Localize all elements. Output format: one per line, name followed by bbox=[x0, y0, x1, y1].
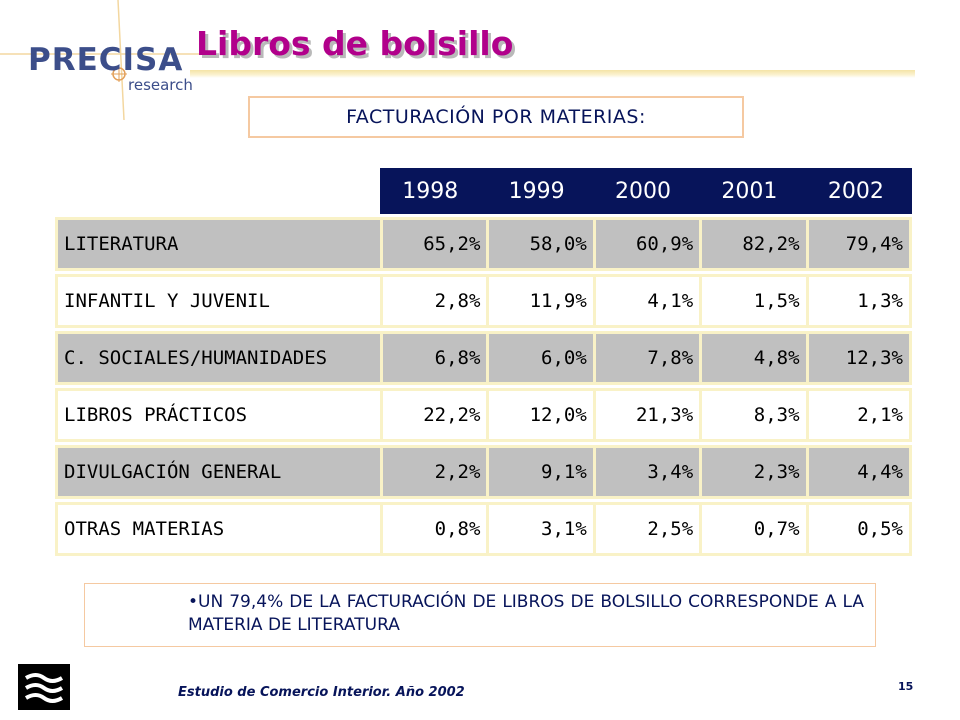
section-subtitle: FACTURACIÓN POR MATERIAS: bbox=[248, 96, 744, 138]
row-category: DIVULGACIÓN GENERAL bbox=[55, 445, 380, 499]
row-value: 4,4% bbox=[805, 445, 912, 499]
note-text: •UN 79,4% DE LA FACTURACIÓN DE LIBROS DE… bbox=[188, 592, 864, 635]
row-value: 0,7% bbox=[699, 502, 806, 556]
table-row: OTRAS MATERIAS 0,8% 3,1% 2,5% 0,7% 0,5% bbox=[55, 502, 912, 556]
row-value: 12,0% bbox=[486, 388, 593, 442]
row-category: LITERATURA bbox=[55, 217, 380, 271]
row-category: OTRAS MATERIAS bbox=[55, 502, 380, 556]
year-header-cell: 1999 bbox=[508, 178, 565, 204]
row-category: C. SOCIALES/HUMANIDADES bbox=[55, 331, 380, 385]
ministry-logo-icon bbox=[18, 664, 70, 710]
table-row: DIVULGACIÓN GENERAL 2,2% 9,1% 3,4% 2,3% … bbox=[55, 445, 912, 499]
row-value: 58,0% bbox=[486, 217, 593, 271]
row-value: 0,5% bbox=[805, 502, 912, 556]
row-value: 12,3% bbox=[805, 331, 912, 385]
row-value: 22,2% bbox=[380, 388, 487, 442]
year-header-cell: 1998 bbox=[402, 178, 459, 204]
table-row: LITERATURA 65,2% 58,0% 60,9% 82,2% 79,4% bbox=[55, 217, 912, 271]
year-header-cell: 2002 bbox=[827, 178, 884, 204]
row-value: 6,8% bbox=[380, 331, 487, 385]
row-value: 2,2% bbox=[380, 445, 487, 499]
row-value: 6,0% bbox=[486, 331, 593, 385]
row-value: 4,1% bbox=[592, 274, 700, 328]
row-value: 65,2% bbox=[380, 217, 487, 271]
precisa-logo: PRECISA research bbox=[0, 0, 200, 120]
row-value: 7,8% bbox=[592, 331, 700, 385]
footer-study-label: Estudio de Comercio Interior. Año 2002 bbox=[178, 685, 465, 700]
logo-wordmark: PRECISA bbox=[28, 42, 184, 78]
table-row: LIBROS PRÁCTICOS 22,2% 12,0% 21,3% 8,3% … bbox=[55, 388, 912, 442]
logo-graphic bbox=[0, 0, 200, 120]
row-value: 2,8% bbox=[380, 274, 487, 328]
year-header-row: 1998 1999 2000 2001 2002 bbox=[380, 168, 912, 214]
note-box bbox=[84, 583, 876, 647]
row-value: 11,9% bbox=[486, 274, 593, 328]
year-header-cell: 2001 bbox=[721, 178, 778, 204]
row-value: 3,4% bbox=[592, 445, 700, 499]
section-subtitle-text: FACTURACIÓN POR MATERIAS: bbox=[346, 106, 646, 128]
row-value: 1,3% bbox=[805, 274, 912, 328]
row-value: 1,5% bbox=[699, 274, 806, 328]
slide-title: Libros de bolsillo bbox=[196, 24, 514, 63]
page-number: 15 bbox=[898, 680, 914, 693]
row-category: INFANTIL Y JUVENIL bbox=[55, 274, 380, 328]
table-row: C. SOCIALES/HUMANIDADES 6,8% 6,0% 7,8% 4… bbox=[55, 331, 912, 385]
row-value: 2,3% bbox=[699, 445, 806, 499]
row-value: 79,4% bbox=[805, 217, 912, 271]
table-row: INFANTIL Y JUVENIL 2,8% 11,9% 4,1% 1,5% … bbox=[55, 274, 912, 328]
row-value: 21,3% bbox=[592, 388, 700, 442]
row-value: 0,8% bbox=[380, 502, 487, 556]
row-value: 4,8% bbox=[699, 331, 806, 385]
row-value: 9,1% bbox=[486, 445, 593, 499]
row-value: 2,1% bbox=[805, 388, 912, 442]
row-value: 82,2% bbox=[699, 217, 806, 271]
row-value: 2,5% bbox=[592, 502, 700, 556]
year-header-cell: 2000 bbox=[615, 178, 672, 204]
row-category: LIBROS PRÁCTICOS bbox=[55, 388, 380, 442]
row-value: 60,9% bbox=[592, 217, 700, 271]
title-underline bbox=[190, 70, 915, 78]
row-value: 8,3% bbox=[699, 388, 806, 442]
logo-subtitle: research bbox=[128, 76, 193, 94]
row-value: 3,1% bbox=[486, 502, 593, 556]
